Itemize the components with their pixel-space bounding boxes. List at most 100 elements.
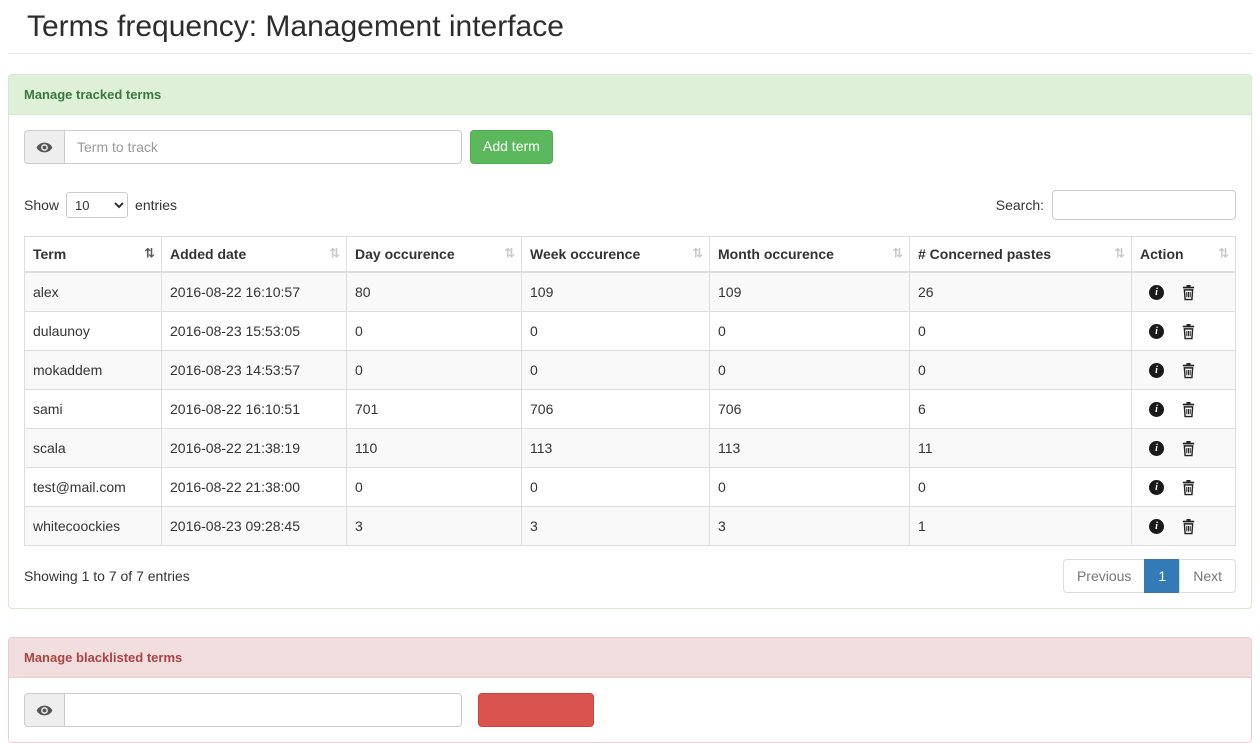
sort-asc-icon: ⇅ [144,246,155,262]
tracked-terms-table: Term ⇅ Added date ⇅ Day occurence ⇅ We [24,236,1236,546]
cell-day-occurence: 80 [346,271,522,312]
column-header-month-occurence[interactable]: Month occurence ⇅ [709,236,910,273]
cell-day-occurence: 110 [346,428,522,468]
tracked-terms-panel-header: Manage tracked terms [9,75,1251,115]
cell-concerned-pastes: 0 [909,467,1132,507]
cell-added-date: 2016-08-23 14:53:57 [161,350,347,390]
cell-week-occurence: 3 [521,506,710,546]
cell-added-date: 2016-08-23 15:53:05 [161,311,347,351]
trash-icon[interactable] [1181,323,1196,340]
cell-month-occurence: 0 [709,467,910,507]
cell-week-occurence: 0 [521,311,710,351]
eye-icon [24,693,64,727]
cell-concerned-pastes: 1 [909,506,1132,546]
cell-week-occurence: 113 [521,428,710,468]
column-header-term[interactable]: Term ⇅ [24,236,162,273]
cell-month-occurence: 109 [709,271,910,312]
page-container: Terms frequency: Management interface Ma… [0,10,1260,743]
cell-week-occurence: 706 [521,389,710,429]
search-label: Search: [995,197,1044,213]
term-to-track-input[interactable] [64,130,462,164]
trash-icon[interactable] [1181,362,1196,379]
cell-action: i [1131,271,1236,312]
table-search: Search: [996,190,1236,220]
cell-concerned-pastes: 26 [909,271,1132,312]
cell-month-occurence: 3 [709,506,910,546]
cell-month-occurence: 113 [709,428,910,468]
cell-term: whitecoockies [24,506,162,546]
term-input-group [24,130,462,164]
blacklisted-terms-panel-body [9,678,1251,742]
cell-added-date: 2016-08-22 16:10:57 [161,271,347,312]
sort-icon: ⇅ [1218,246,1229,262]
blacklisted-terms-panel: Manage blacklisted terms [8,637,1252,743]
pagination-next[interactable]: Next [1179,559,1236,593]
blacklist-term-row [24,693,1236,727]
pagination-page-1[interactable]: 1 [1144,559,1181,593]
cell-week-occurence: 109 [521,271,710,312]
cell-week-occurence: 0 [521,350,710,390]
term-to-blacklist-input[interactable] [64,693,462,727]
cell-action: i [1131,311,1236,351]
term-info-icon[interactable]: i [1149,362,1164,378]
table-info-text: Showing 1 to 7 of 7 entries [24,568,190,584]
table-row: alex 2016-08-22 16:10:57 80 109 109 26 i [24,271,1236,312]
term-info-icon[interactable]: i [1149,518,1164,534]
add-term-row: Add term [24,130,1236,164]
cell-term: dulaunoy [24,311,162,351]
search-input[interactable] [1052,190,1236,220]
cell-day-occurence: 701 [346,389,522,429]
cell-day-occurence: 0 [346,311,522,351]
term-info-icon[interactable]: i [1149,323,1164,339]
cell-action: i [1131,428,1236,468]
term-info-icon[interactable]: i [1149,401,1164,417]
cell-term: scala [24,428,162,468]
cell-concerned-pastes: 11 [909,428,1132,468]
show-label: Show [24,197,60,213]
table-row: sami 2016-08-22 16:10:51 701 706 706 6 i [24,389,1236,429]
table-footer: Showing 1 to 7 of 7 entries Previous 1 N… [24,559,1236,593]
term-info-icon[interactable]: i [1149,479,1164,495]
title-divider [8,53,1252,54]
tracked-terms-panel: Manage tracked terms Add term [8,74,1252,609]
trash-icon[interactable] [1181,401,1196,418]
table-row: whitecoockies 2016-08-23 09:28:45 3 3 3 … [24,506,1236,546]
trash-icon[interactable] [1181,518,1196,535]
column-header-action[interactable]: Action ⇅ [1131,236,1236,273]
column-header-week-occurence[interactable]: Week occurence ⇅ [521,236,710,273]
cell-action: i [1131,467,1236,507]
sort-icon: ⇅ [692,246,703,262]
trash-icon[interactable] [1181,284,1196,301]
blacklist-term-button[interactable] [478,693,594,727]
pagination-previous[interactable]: Previous [1062,559,1146,593]
cell-concerned-pastes: 0 [909,311,1132,351]
table-row: test@mail.com 2016-08-22 21:38:00 0 0 0 … [24,467,1236,507]
sort-icon: ⇅ [892,246,903,262]
column-header-added-date[interactable]: Added date ⇅ [161,236,347,273]
entries-select[interactable]: 10 [66,192,129,218]
table-row: dulaunoy 2016-08-23 15:53:05 0 0 0 0 i [24,311,1236,351]
cell-month-occurence: 706 [709,389,910,429]
trash-icon[interactable] [1181,479,1196,496]
cell-term: alex [24,271,162,312]
cell-term: mokaddem [24,350,162,390]
cell-concerned-pastes: 6 [909,389,1132,429]
cell-action: i [1131,389,1236,429]
page-title: Terms frequency: Management interface [27,10,564,43]
cell-added-date: 2016-08-23 09:28:45 [161,506,347,546]
cell-day-occurence: 0 [346,350,522,390]
blacklist-input-group [24,693,462,727]
term-info-icon[interactable]: i [1149,440,1164,456]
add-term-button[interactable]: Add term [470,130,553,164]
table-header-row: Term ⇅ Added date ⇅ Day occurence ⇅ We [24,236,1236,273]
trash-icon[interactable] [1181,440,1196,457]
cell-concerned-pastes: 0 [909,350,1132,390]
cell-month-occurence: 0 [709,311,910,351]
cell-month-occurence: 0 [709,350,910,390]
column-header-concerned-pastes[interactable]: # Concerned pastes ⇅ [909,236,1132,273]
pagination: Previous 1 Next [1062,559,1236,593]
cell-action: i [1131,506,1236,546]
term-info-icon[interactable]: i [1149,284,1164,300]
table-controls: Show 10 entries Search: [24,190,1236,220]
column-header-day-occurence[interactable]: Day occurence ⇅ [346,236,522,273]
